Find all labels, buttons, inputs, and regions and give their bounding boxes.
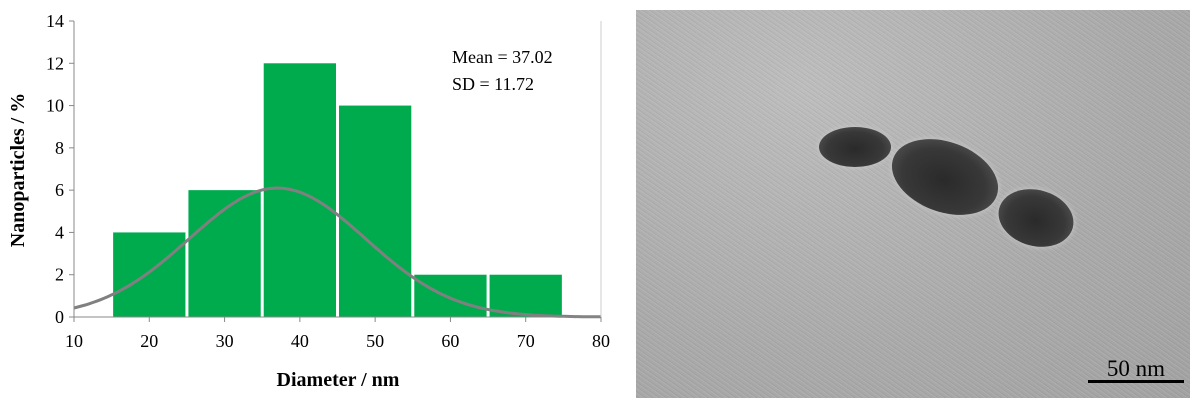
normal-fit-curve [73, 186, 601, 319]
y-tick-label: 12 [46, 53, 64, 73]
scale-bar [1088, 380, 1184, 383]
x-tick-label: 80 [592, 331, 610, 351]
x-tick-label: 10 [65, 331, 83, 351]
y-tick-label: 10 [46, 96, 64, 116]
x-tick-label: 20 [140, 331, 158, 351]
x-tick-label: 30 [216, 331, 234, 351]
mean-annotation: Mean = 37.02 [452, 47, 553, 67]
nanoparticle [819, 127, 891, 167]
y-tick-label: 0 [55, 307, 64, 327]
x-tick-label: 70 [517, 331, 535, 351]
y-tick-label: 6 [55, 180, 64, 200]
y-axis-label: Nanoparticles / % [7, 93, 29, 247]
histogram-chart: 10 20 30 40 50 60 70 80 0 2 4 6 8 10 12 14 Mean = 37.02… [7, 11, 610, 391]
y-tick-label: 14 [46, 11, 64, 31]
y-tick-label: 2 [55, 265, 64, 285]
histogram-bar [188, 190, 261, 317]
x-axis-label: Diameter / nm [277, 369, 400, 391]
histogram-bar [489, 274, 562, 317]
x-tick-label: 60 [441, 331, 459, 351]
x-tick-label: 50 [366, 331, 384, 351]
scale-bar-label: 50 nm [1106, 356, 1166, 381]
sd-annotation: SD = 11.72 [452, 74, 534, 94]
histogram-bar [339, 105, 412, 317]
histogram-bar [263, 63, 336, 318]
x-tick-label: 40 [291, 331, 309, 351]
micrograph-background [636, 10, 1190, 398]
histogram-bar [414, 274, 487, 317]
y-tick-label: 8 [55, 138, 64, 158]
y-tick-label: 4 [55, 222, 64, 242]
tem-micrograph: 50 nm [636, 10, 1190, 398]
histogram-bar [113, 232, 186, 317]
